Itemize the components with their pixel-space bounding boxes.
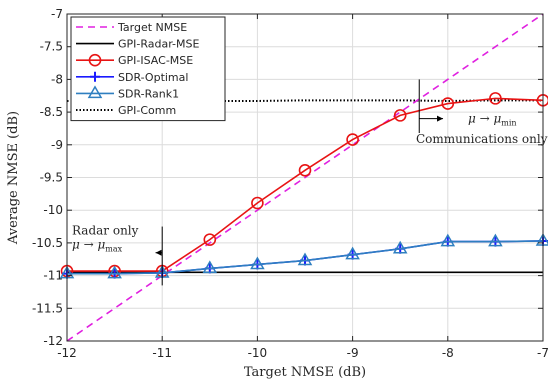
x-axis-label: Target NMSE (dB): [244, 365, 366, 380]
circle-marker: [251, 196, 264, 210]
triangle-marker: [87, 85, 103, 99]
comm-arrow-head: [437, 115, 444, 122]
legend-label: SDR-Rank1: [118, 87, 179, 100]
plus-marker: [90, 71, 100, 82]
triangle-marker: [392, 240, 408, 254]
series-gpi-comm: [67, 99, 543, 102]
legend: Target NMSE GPI-Radar-MSE GPI-ISAC-MSE SDR-…: [70, 16, 226, 122]
y-axis-label: Average NMSE (dB): [6, 111, 21, 245]
x-tick-label: -12: [57, 346, 77, 360]
circle-marker: [441, 97, 455, 110]
circle-marker: [88, 53, 102, 67]
series-line: [67, 240, 544, 275]
x-tick-label: -7: [537, 346, 548, 360]
legend-box: [70, 16, 226, 122]
legend-label: GPI-ISAC-MSE: [118, 54, 193, 67]
series-line: [67, 97, 544, 272]
series-line: [66, 13, 544, 342]
legend-label: GPI-Comm: [118, 104, 176, 117]
y-tick-label: -8: [51, 72, 63, 86]
ticks: -12 -11 -10 -9 -8 -7 -12 -11.5 -11 -10.5 -10 -9.5 -9…: [32, 7, 548, 360]
triangle-marker: [107, 265, 122, 279]
y-tick-label: -10: [43, 203, 63, 217]
mu-min-subscript: min: [501, 119, 516, 128]
y-tick-label: -11: [43, 269, 63, 283]
y-tick-label: -9.5: [40, 171, 63, 185]
triangle-marker: [345, 246, 360, 260]
communications-only-label: Communications only: [416, 132, 548, 146]
x-tick-label: -11: [152, 346, 172, 360]
series-line: [67, 99, 543, 102]
circle-marker: [346, 133, 359, 146]
triangle-marker: [488, 233, 503, 247]
legend-label: GPI-Radar-MSE: [118, 38, 199, 51]
series-layer: [59, 13, 548, 342]
y-tick-label: -11.5: [32, 301, 63, 315]
y-tick-label: -8.5: [40, 105, 63, 119]
radar-arrow-head: [155, 249, 162, 256]
circle-marker: [489, 92, 502, 105]
circle-marker: [203, 233, 217, 246]
legend-label: Target NMSE: [117, 21, 187, 34]
mu-min-label: μ → μmin: [468, 112, 517, 128]
y-tick-label: -9: [51, 138, 63, 152]
triangle-marker: [202, 260, 218, 274]
y-tick-label: -12: [43, 334, 63, 348]
y-tick-label: -10.5: [32, 236, 63, 250]
series-sdr-rank1: [59, 232, 548, 279]
circle-marker: [298, 164, 312, 177]
x-tick-label: -9: [347, 346, 359, 360]
series-target-nmse: [66, 13, 544, 342]
triangle-marker: [440, 233, 456, 247]
y-tick-label: -7: [51, 7, 63, 21]
mu-max-subscript: max: [105, 245, 122, 254]
mu-max-label: μ → μmax: [72, 238, 123, 254]
x-tick-label: -10: [248, 346, 268, 360]
x-tick-label: -8: [442, 346, 454, 360]
triangle-marker: [297, 252, 313, 266]
y-tick-label: -7.5: [40, 40, 63, 54]
triangle-marker: [250, 256, 265, 270]
radar-only-label: Radar only: [72, 224, 139, 238]
legend-label: SDR-Optimal: [118, 71, 188, 84]
circle-marker: [393, 109, 407, 122]
